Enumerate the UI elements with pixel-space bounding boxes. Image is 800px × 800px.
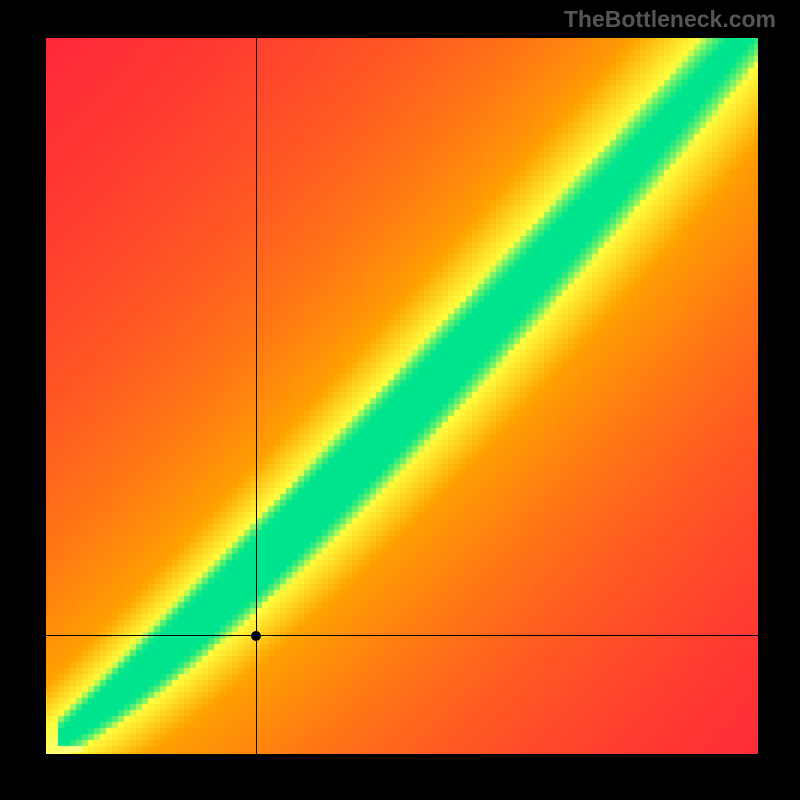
crosshair-vertical <box>256 38 257 754</box>
heatmap-plot <box>46 38 758 754</box>
chart-container: { "watermark": "TheBottleneck.com", "can… <box>0 0 800 800</box>
heatmap-canvas <box>46 38 758 754</box>
crosshair-marker <box>251 631 261 641</box>
crosshair-horizontal <box>46 635 758 636</box>
watermark-text: TheBottleneck.com <box>564 6 776 33</box>
